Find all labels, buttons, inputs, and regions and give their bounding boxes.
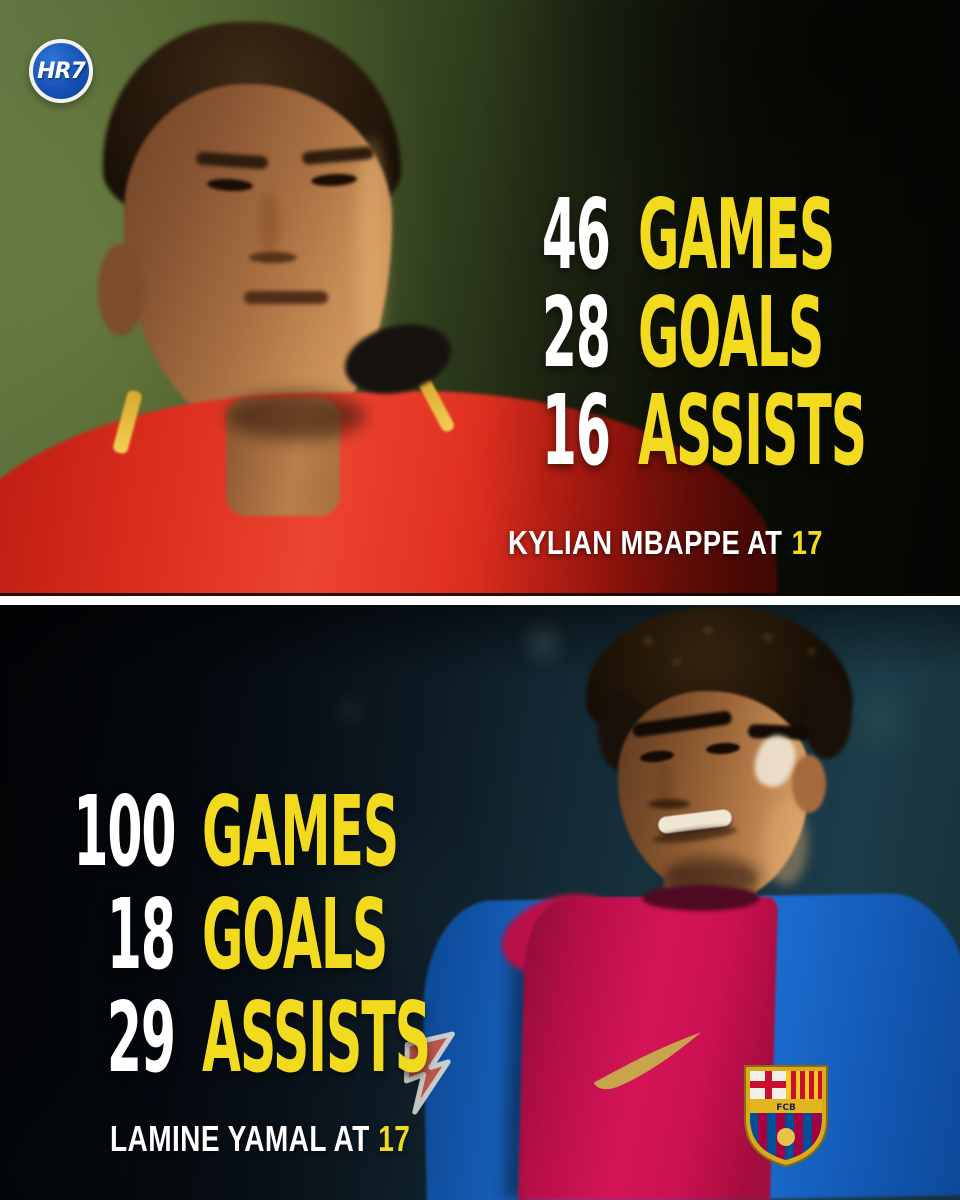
stat-row-games: 100 GAMES — [35, 780, 640, 883]
mbappe-age: 17 — [791, 524, 823, 561]
games-label: GAMES — [202, 775, 399, 888]
bottom-left-dark-overlay — [0, 605, 960, 1200]
goals-value: 18 — [106, 878, 176, 991]
stat-row-goals: 28 GOALS — [458, 283, 960, 381]
assists-label: ASSISTS — [638, 373, 867, 487]
yamal-caption: LAMINE YAMAL AT 17 — [110, 1118, 410, 1160]
goals-value: 28 — [541, 275, 611, 389]
goals-label: GOALS — [638, 275, 824, 389]
yamal-age: 17 — [378, 1118, 411, 1159]
mbappe-caption-text: KYLIAN MBAPPE AT — [508, 524, 783, 561]
games-value: 100 — [72, 775, 176, 888]
stat-row-assists: 29 ASSISTS — [35, 986, 640, 1089]
stat-row-goals: 18 GOALS — [35, 883, 640, 986]
mbappe-caption: KYLIAN MBAPPE AT 17 — [508, 524, 823, 562]
hr7-logo-text: HR7 — [37, 58, 86, 84]
yamal-stats-block: 100 GAMES 18 GOALS 29 ASSISTS — [35, 780, 640, 1089]
stat-row-assists: 16 ASSISTS — [458, 381, 960, 479]
yamal-caption-text: LAMINE YAMAL AT — [110, 1118, 370, 1159]
stat-row-games: 46 GAMES — [458, 185, 960, 283]
goals-label: GOALS — [202, 878, 388, 991]
mbappe-stats-block: 46 GAMES 28 GOALS 16 ASSISTS — [458, 185, 960, 479]
assists-value: 29 — [106, 981, 176, 1094]
mbappe-panel: HR7 46 GAMES 28 GOALS 16 ASSISTS KYLIAN … — [0, 0, 960, 596]
games-value: 46 — [541, 177, 611, 291]
hr7-logo-badge: HR7 — [29, 39, 93, 103]
games-label: GAMES — [638, 177, 835, 291]
assists-label: ASSISTS — [202, 981, 431, 1094]
assists-value: 16 — [541, 373, 611, 487]
yamal-panel: FCB 100 GAMES — [0, 605, 960, 1200]
top-right-dark-overlay — [0, 0, 960, 596]
divider-line — [0, 596, 960, 605]
